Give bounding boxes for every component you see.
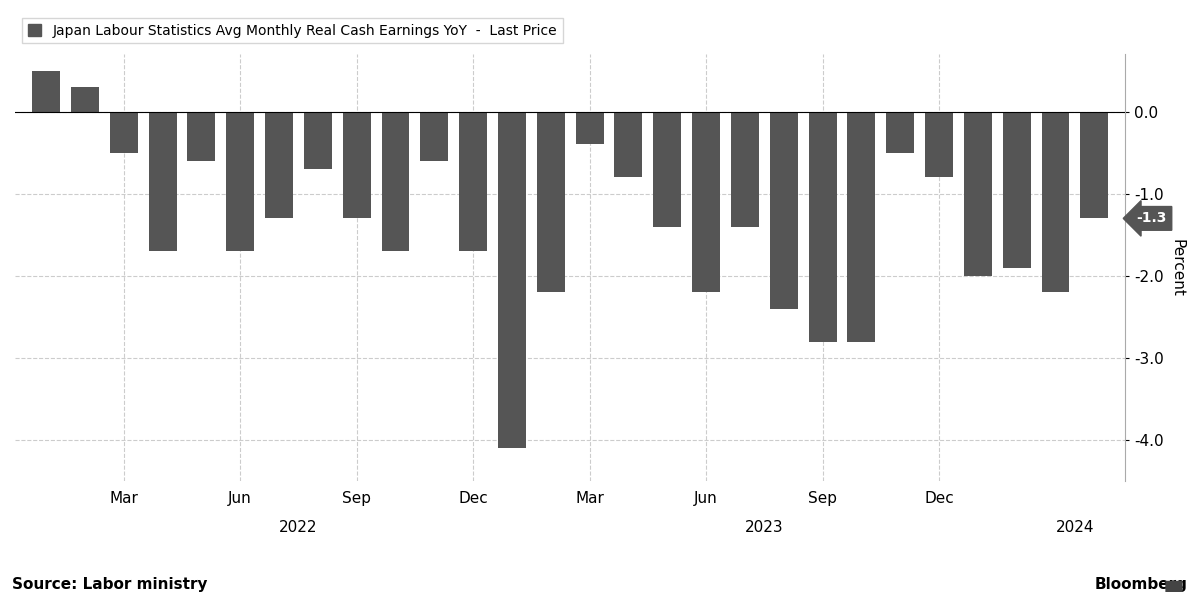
Bar [109,112,138,152]
Text: Bloomberg: Bloomberg [1096,577,1188,592]
Bar [576,112,604,145]
Bar [769,112,798,309]
Bar [809,112,836,341]
Bar [653,112,682,227]
Text: Source: Labor ministry: Source: Labor ministry [12,577,208,592]
Y-axis label: Percent: Percent [1170,239,1186,297]
Text: 2022: 2022 [280,520,318,535]
Bar [304,112,332,169]
Text: -1.3: -1.3 [1136,212,1166,225]
Bar [1080,112,1109,218]
Bar [227,112,254,251]
Bar [614,112,642,178]
Legend: Japan Labour Statistics Avg Monthly Real Cash Earnings YoY  -  Last Price: Japan Labour Statistics Avg Monthly Real… [22,19,563,44]
Text: ██: ██ [1162,581,1182,592]
Bar [32,71,60,112]
Bar [1042,112,1069,292]
Bar [887,112,914,152]
Text: 2023: 2023 [745,520,784,535]
Bar [382,112,409,251]
Bar [265,112,293,218]
Bar [964,112,992,276]
Text: 2024: 2024 [1056,520,1094,535]
Bar [692,112,720,292]
Bar [460,112,487,251]
Bar [420,112,449,161]
Bar [187,112,215,161]
Bar [149,112,176,251]
Bar [1003,112,1031,268]
Bar [71,87,98,112]
Bar [731,112,758,227]
Bar [925,112,953,178]
Bar [498,112,526,448]
Bar [343,112,371,218]
Bar [847,112,875,341]
Bar [536,112,565,292]
